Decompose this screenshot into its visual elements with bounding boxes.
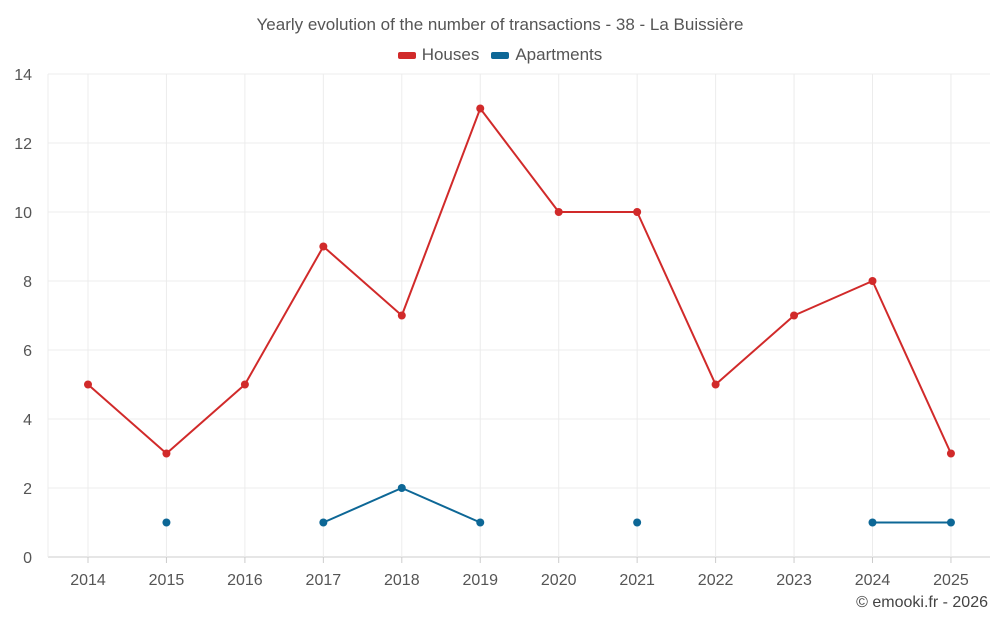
x-tick-label-2021: 2021 xyxy=(619,572,655,589)
y-tick-label-8: 8 xyxy=(23,274,32,291)
y-tick-label-14: 14 xyxy=(14,67,32,84)
x-tick-label-2024: 2024 xyxy=(855,572,891,589)
series-line-houses-2024-2025 xyxy=(871,280,952,455)
x-tick-label-2025: 2025 xyxy=(933,572,969,589)
x-tick-label-2022: 2022 xyxy=(698,572,734,589)
x-tick-label-2016: 2016 xyxy=(227,572,263,589)
series-line-houses-2018-2019 xyxy=(400,107,482,317)
series-line-houses-2019-2020 xyxy=(479,107,560,213)
series-line-houses-2021-2022 xyxy=(636,211,717,386)
y-tick-label-10: 10 xyxy=(14,205,32,222)
series-line-houses-2015-2016 xyxy=(165,383,246,455)
series-line-houses-2014-2015 xyxy=(87,383,168,455)
data-point-houses-2014 xyxy=(84,380,92,389)
data-point-apartments-2021 xyxy=(633,518,642,527)
data-point-houses-2022 xyxy=(711,380,720,389)
x-tick-label-2020: 2020 xyxy=(541,572,577,589)
data-point-houses-2023 xyxy=(790,311,799,320)
legend-label-apartments: Apartments xyxy=(515,45,603,64)
x-tick-label-2018: 2018 xyxy=(384,572,420,589)
x-tick-label-2017: 2017 xyxy=(306,572,342,589)
data-point-apartments-2015 xyxy=(162,518,171,527)
data-point-houses-2020 xyxy=(554,208,563,216)
data-point-houses-2024 xyxy=(868,277,877,285)
data-point-apartments-2025 xyxy=(946,518,955,527)
data-point-apartments-2018 xyxy=(397,484,406,492)
data-point-houses-2015 xyxy=(162,449,171,458)
data-point-houses-2017 xyxy=(319,242,328,251)
series-line-apartments-2018-2019 xyxy=(400,487,482,524)
data-point-houses-2019 xyxy=(476,104,485,113)
y-tick-label-4: 4 xyxy=(23,412,32,429)
series-line-houses-2016-2017 xyxy=(243,245,325,386)
data-point-apartments-2019 xyxy=(476,518,485,527)
y-tick-label-2: 2 xyxy=(23,481,32,498)
data-point-apartments-2024 xyxy=(868,518,877,527)
legend: Houses Apartments xyxy=(0,45,1000,65)
chart-title: Yearly evolution of the number of transa… xyxy=(256,15,744,34)
series-line-houses-2023-2024 xyxy=(793,280,874,317)
x-tick-label-2023: 2023 xyxy=(776,572,812,589)
legend-swatch-apartments xyxy=(491,51,510,59)
series-line-apartments-2017-2018 xyxy=(322,487,403,524)
data-point-houses-2018 xyxy=(397,311,406,320)
series-line-houses-2017-2018 xyxy=(322,245,403,317)
data-point-houses-2021 xyxy=(633,208,642,216)
legend-swatch-houses xyxy=(397,51,416,59)
x-tick-label-2015: 2015 xyxy=(149,572,185,589)
legend-item-apartments[interactable]: Apartments xyxy=(491,45,602,65)
x-tick-label-2014: 2014 xyxy=(70,572,106,589)
data-point-apartments-2017 xyxy=(319,518,328,527)
footer-credit: © emooki.fr - 2026 xyxy=(856,594,988,611)
legend-item-houses[interactable]: Houses xyxy=(397,45,480,65)
y-tick-label-12: 12 xyxy=(14,136,32,153)
y-tick-label-6: 6 xyxy=(23,343,32,360)
series-line-houses-2022-2023 xyxy=(714,314,796,386)
data-point-houses-2025 xyxy=(946,449,955,458)
y-tick-label-0: 0 xyxy=(23,550,32,567)
data-point-houses-2016 xyxy=(240,380,249,389)
x-tick-label-2019: 2019 xyxy=(462,572,498,589)
legend-label-houses: Houses xyxy=(421,45,480,64)
